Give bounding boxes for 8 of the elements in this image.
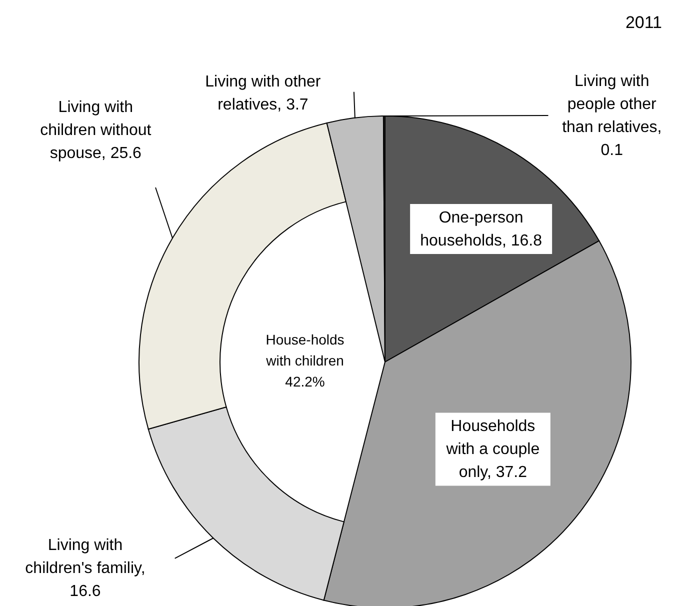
text: House-holds with children 42.2% xyxy=(265,331,344,390)
slice-label: Living with children without spouse, 25.6 xyxy=(40,98,152,162)
slice-label: Households with a couple only, 37.2 xyxy=(445,418,540,482)
slice-label: Living with people other than relatives, 0.1 xyxy=(562,72,662,159)
slice-label: Living with other relatives, 3.7 xyxy=(205,74,322,114)
slice-label: One-person households, 16.8 xyxy=(420,209,542,250)
chart-title: 2011 xyxy=(625,13,662,32)
legend-label: Living with children's familiy, 16.6 xyxy=(25,537,146,600)
